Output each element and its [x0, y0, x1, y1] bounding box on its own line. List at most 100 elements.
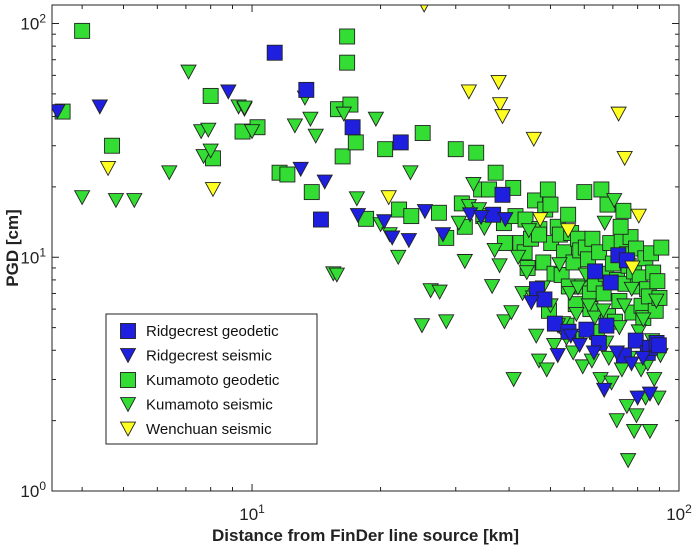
point-kumamoto-seismic — [595, 303, 612, 319]
point-kumamoto-seismic — [568, 306, 585, 323]
point-kumamoto-seismic — [574, 359, 591, 375]
point-kumamoto-geodetic — [584, 230, 601, 247]
point-kumamoto-seismic — [486, 243, 503, 259]
point-ridgecrest-seismic — [497, 212, 514, 228]
point-kumamoto-geodetic — [481, 181, 497, 198]
point-kumamoto-seismic — [328, 267, 346, 283]
point-kumamoto-geodetic — [74, 22, 91, 39]
point-ridgecrest-seismic — [383, 230, 401, 246]
point-kumamoto-seismic — [605, 193, 623, 209]
point-kumamoto-geodetic — [334, 148, 351, 165]
plot-frame — [51, 4, 680, 492]
point-kumamoto-seismic — [611, 320, 628, 336]
point-kumamoto-geodetic — [414, 125, 431, 141]
point-kumamoto-geodetic — [430, 204, 447, 221]
point-ridgecrest-seismic — [292, 161, 309, 178]
point-ridgecrest-geodetic — [392, 134, 409, 151]
point-ridgecrest-seismic — [629, 390, 646, 406]
point-wenchuan-seismic — [204, 182, 222, 198]
point-kumamoto-seismic — [538, 362, 555, 378]
point-ridgecrest-seismic — [641, 386, 659, 402]
point-ridgecrest-seismic — [316, 174, 333, 190]
point-kumamoto-seismic — [619, 453, 637, 469]
point-wenchuan-seismic — [624, 260, 641, 276]
point-wenchuan-seismic — [491, 97, 509, 113]
point-ridgecrest-seismic — [595, 382, 613, 399]
legend: Ridgecrest geodetic Ridgecrest seismic Kum… — [105, 313, 318, 445]
point-kumamoto-seismic — [527, 328, 545, 344]
point-wenchuan-seismic — [616, 150, 633, 167]
point-wenchuan-seismic — [380, 190, 397, 206]
point-kumamoto-seismic — [635, 312, 652, 328]
point-kumamoto-seismic — [450, 215, 468, 231]
point-kumamoto-seismic — [608, 413, 626, 429]
point-ridgecrest-seismic — [585, 345, 603, 361]
point-kumamoto-geodetic — [447, 141, 464, 158]
point-kumamoto-seismic — [520, 223, 538, 239]
point-kumamoto-seismic — [107, 193, 125, 209]
point-kumamoto-seismic — [645, 372, 663, 388]
point-ridgecrest-seismic — [549, 348, 567, 364]
point-kumamoto-geodetic — [347, 134, 364, 151]
point-kumamoto-geodetic — [653, 239, 670, 256]
point-kumamoto-seismic — [476, 220, 493, 237]
point-ridgecrest-seismic — [623, 356, 640, 372]
point-kumamoto-seismic — [561, 286, 579, 302]
point-kumamoto-seismic — [491, 258, 508, 274]
point-kumamoto-seismic — [503, 305, 520, 321]
point-kumamoto-seismic — [195, 149, 212, 165]
legend-label: Wenchuan seismic — [146, 421, 272, 438]
point-ridgecrest-seismic — [562, 328, 580, 344]
point-kumamoto-seismic — [200, 122, 217, 138]
point-ridgecrest-seismic — [434, 227, 452, 243]
point-kumamoto-geodetic — [593, 181, 610, 198]
point-kumamoto-seismic — [630, 324, 648, 340]
legend-marker — [119, 348, 137, 364]
point-kumamoto-seismic — [335, 106, 353, 122]
point-kumamoto-seismic — [505, 372, 522, 388]
point-kumamoto-seismic — [613, 362, 631, 378]
point-kumamoto-seismic — [126, 193, 143, 209]
point-kumamoto-geodetic — [468, 144, 485, 161]
point-ridgecrest-seismic — [416, 204, 434, 220]
point-ridgecrest-geodetic — [494, 186, 511, 203]
point-kumamoto-geodetic — [403, 208, 420, 225]
point-ridgecrest-geodetic — [344, 119, 361, 136]
point-kumamoto-seismic — [650, 390, 667, 406]
point-kumamoto-seismic — [465, 177, 482, 193]
point-wenchuan-seismic — [419, 5, 429, 13]
y-tick-label: 101 — [20, 245, 46, 267]
point-ridgecrest-seismic — [571, 337, 588, 354]
point-kumamoto-seismic — [367, 111, 385, 127]
legend-label: Kumamoto seismic — [146, 397, 273, 414]
legend-label: Ridgecrest geodetic — [146, 323, 279, 340]
point-kumamoto-seismic — [628, 408, 645, 424]
point-kumamoto-geodetic — [487, 164, 504, 181]
point-kumamoto-seismic — [648, 293, 665, 309]
point-kumamoto-seismic — [431, 284, 448, 300]
point-ridgecrest-seismic — [608, 345, 626, 361]
point-kumamoto-seismic — [180, 64, 197, 80]
legend-marker — [120, 372, 136, 388]
point-kumamoto-seismic — [625, 423, 643, 440]
y-tick-label: 102 — [20, 12, 46, 34]
point-ridgecrest-seismic — [634, 350, 652, 367]
point-kumamoto-seismic — [551, 257, 568, 273]
point-kumamoto-geodetic — [560, 206, 577, 223]
marker-layer — [52, 5, 670, 469]
point-ridgecrest-geodetic — [546, 315, 563, 332]
point-kumamoto-seismic — [514, 286, 531, 302]
point-kumamoto-geodetic — [339, 28, 356, 45]
point-kumamoto-seismic — [596, 215, 613, 231]
point-kumamoto-seismic — [641, 423, 659, 440]
point-wenchuan-seismic — [525, 131, 543, 148]
point-ridgecrest-geodetic — [587, 263, 604, 280]
point-kumamoto-seismic — [509, 249, 527, 266]
point-wenchuan-seismic — [490, 75, 507, 91]
chart-marks — [52, 5, 670, 469]
point-ridgecrest-seismic — [349, 208, 367, 224]
y-tick-label: 100 — [20, 479, 46, 501]
point-wenchuan-seismic — [610, 106, 627, 122]
point-kumamoto-geodetic — [202, 87, 219, 104]
point-kumamoto-seismic — [569, 280, 587, 296]
